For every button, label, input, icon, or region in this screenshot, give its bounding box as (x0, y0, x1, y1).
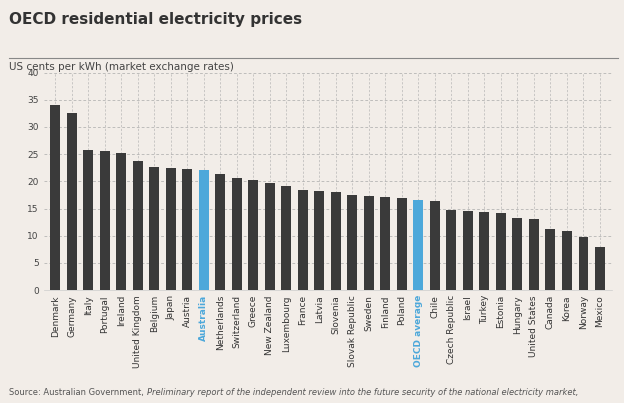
Bar (166, 168, 176, 290)
Bar (281, 186, 291, 290)
Bar (529, 219, 539, 290)
Bar (545, 229, 555, 290)
Bar (248, 180, 258, 290)
Bar (100, 152, 110, 290)
Bar (67, 113, 77, 290)
Bar (463, 211, 473, 290)
Bar (265, 183, 275, 290)
Bar (578, 237, 588, 290)
Bar (331, 192, 341, 290)
Bar (116, 153, 126, 290)
Bar (595, 247, 605, 290)
Bar (348, 195, 358, 290)
Bar (133, 161, 143, 290)
Bar (479, 212, 489, 290)
Bar (364, 196, 374, 290)
Bar (83, 150, 93, 290)
Bar (512, 218, 522, 290)
Text: Preliminary report of the independent review into the future security of the nat: Preliminary report of the independent re… (147, 388, 578, 397)
Bar (298, 189, 308, 290)
Bar (232, 178, 241, 290)
Text: Source: Australian Government,: Source: Australian Government, (9, 388, 147, 397)
Bar (496, 213, 506, 290)
Bar (414, 200, 423, 290)
Text: US cents per kWh (market exchange rates): US cents per kWh (market exchange rates) (9, 62, 234, 73)
Text: OECD residential electricity prices: OECD residential electricity prices (9, 12, 303, 27)
Bar (381, 197, 391, 290)
Bar (314, 191, 324, 290)
Bar (446, 210, 456, 290)
Bar (430, 202, 440, 290)
Bar (562, 231, 572, 290)
Bar (182, 169, 192, 290)
Bar (199, 170, 209, 290)
Bar (215, 174, 225, 290)
Bar (397, 198, 407, 290)
Bar (149, 167, 159, 290)
Bar (51, 105, 60, 290)
